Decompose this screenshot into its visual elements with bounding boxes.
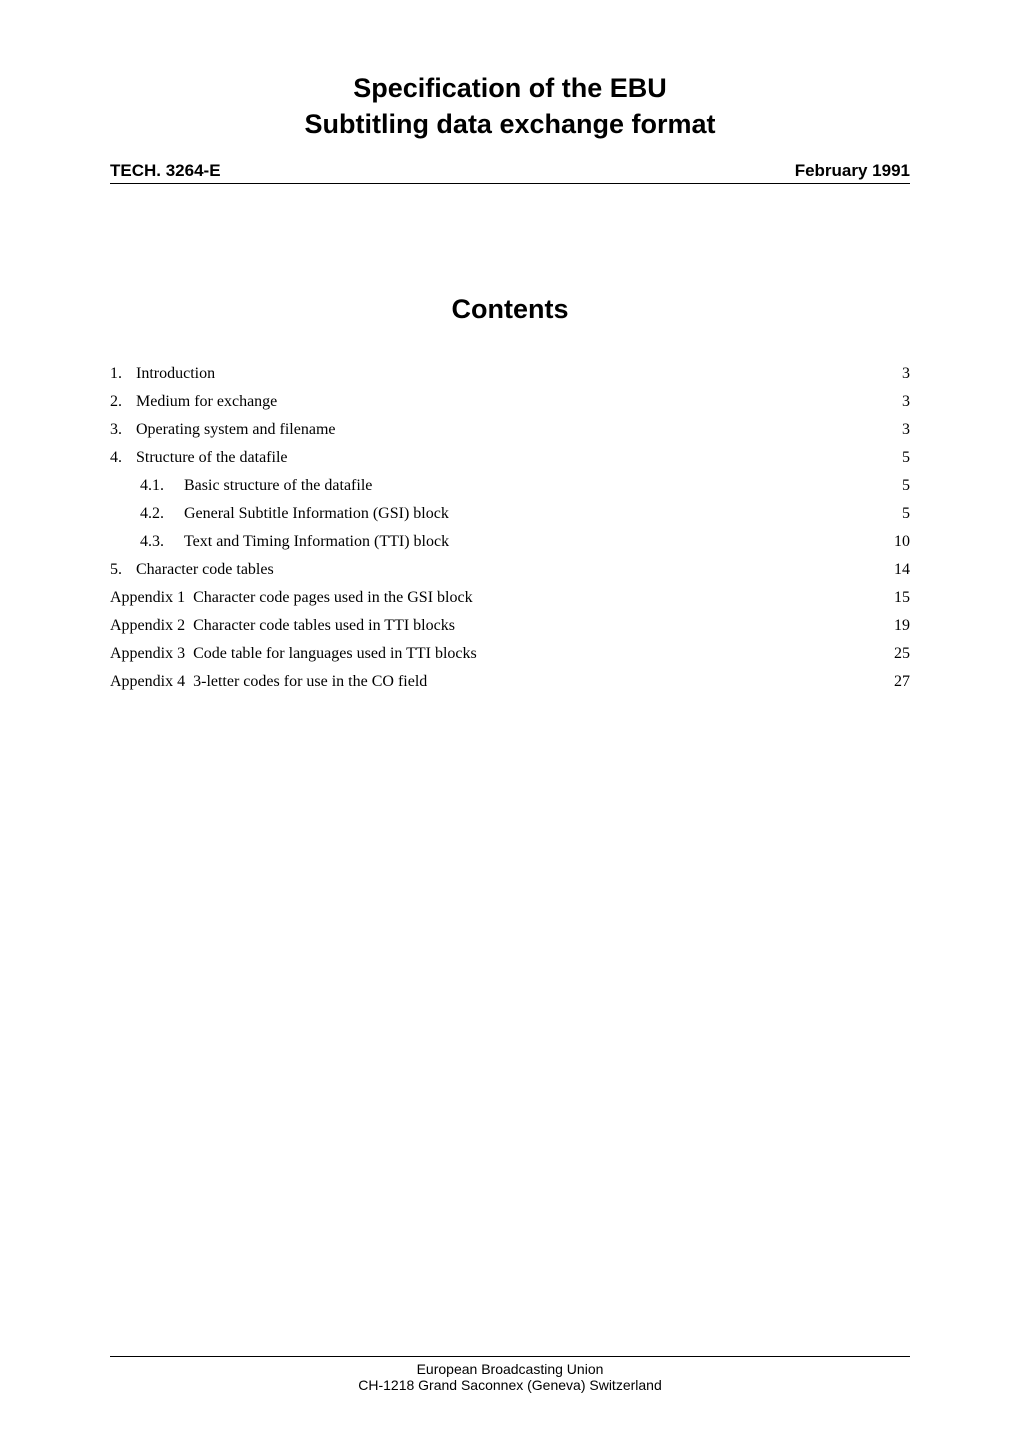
toc-number: 3.: [110, 421, 136, 439]
title-line-2: Subtitling data exchange format: [110, 106, 910, 142]
toc-row: 2.Medium for exchange 3: [110, 393, 910, 411]
toc-label: Operating system and filename: [136, 421, 336, 439]
footer-line-1: European Broadcasting Union: [110, 1361, 910, 1377]
toc-row: 1.Introduction 3: [110, 365, 910, 383]
toc-number: 4.3.: [110, 533, 184, 551]
toc-label: 3-letter codes for use in the CO field: [193, 673, 427, 691]
toc-number: Appendix 1: [110, 589, 193, 607]
toc-row: 3.Operating system and filename 3: [110, 421, 910, 439]
toc-label: Character code tables used in TTI blocks: [193, 617, 455, 635]
header-left: TECH. 3264-E: [110, 161, 221, 181]
toc-label: Code table for languages used in TTI blo…: [193, 645, 477, 663]
footer-rule: [110, 1356, 910, 1357]
toc-number: Appendix 3: [110, 645, 193, 663]
toc-page: 5: [900, 505, 910, 523]
header-row: TECH. 3264-E February 1991: [110, 161, 910, 184]
toc-row: 4.1.Basic structure of the datafile 5: [110, 477, 910, 495]
title-block: Specification of the EBU Subtitling data…: [110, 70, 910, 143]
toc-label: Structure of the datafile: [136, 449, 288, 467]
toc-page: 14: [892, 561, 910, 579]
toc-number: 4.2.: [110, 505, 184, 523]
toc-row: Appendix 1Character code pages used in t…: [110, 589, 910, 607]
toc-row: 4.2.General Subtitle Information (GSI) b…: [110, 505, 910, 523]
toc-page: 3: [900, 393, 910, 411]
toc-page: 3: [900, 421, 910, 439]
toc-page: 25: [892, 645, 910, 663]
toc-page: 5: [900, 449, 910, 467]
toc-number: 5.: [110, 561, 136, 579]
toc-label: Character code pages used in the GSI blo…: [193, 589, 472, 607]
toc-row: Appendix 43-letter codes for use in the …: [110, 673, 910, 691]
toc-row: Appendix 3Code table for languages used …: [110, 645, 910, 663]
footer-line-2: CH-1218 Grand Saconnex (Geneva) Switzerl…: [110, 1377, 910, 1393]
toc-page: 5: [900, 477, 910, 495]
toc-number: 1.: [110, 365, 136, 383]
toc-row: Appendix 2Character code tables used in …: [110, 617, 910, 635]
toc-row: 5.Character code tables 14: [110, 561, 910, 579]
toc-number: 2.: [110, 393, 136, 411]
toc-page: 15: [892, 589, 910, 607]
toc-row: 4.3.Text and Timing Information (TTI) bl…: [110, 533, 910, 551]
toc-page: 10: [892, 533, 910, 551]
toc-row: 4.Structure of the datafile 5: [110, 449, 910, 467]
toc-label: Character code tables: [136, 561, 274, 579]
toc-number: Appendix 2: [110, 617, 193, 635]
footer: European Broadcasting Union CH-1218 Gran…: [110, 1356, 910, 1393]
page: Specification of the EBU Subtitling data…: [0, 0, 1020, 1443]
toc-label: Text and Timing Information (TTI) block: [184, 533, 449, 551]
toc-number: 4.1.: [110, 477, 184, 495]
toc-page: 19: [892, 617, 910, 635]
toc-label: Basic structure of the datafile: [184, 477, 372, 495]
toc-number: Appendix 4: [110, 673, 193, 691]
toc-label: Introduction: [136, 365, 215, 383]
toc-label: General Subtitle Information (GSI) block: [184, 505, 449, 523]
toc-page: 27: [892, 673, 910, 691]
title-line-1: Specification of the EBU: [110, 70, 910, 106]
contents-heading: Contents: [110, 294, 910, 325]
toc: 1.Introduction32.Medium for exchange33.O…: [110, 365, 910, 691]
toc-page: 3: [900, 365, 910, 383]
header-right: February 1991: [795, 161, 910, 181]
toc-label: Medium for exchange: [136, 393, 277, 411]
toc-number: 4.: [110, 449, 136, 467]
